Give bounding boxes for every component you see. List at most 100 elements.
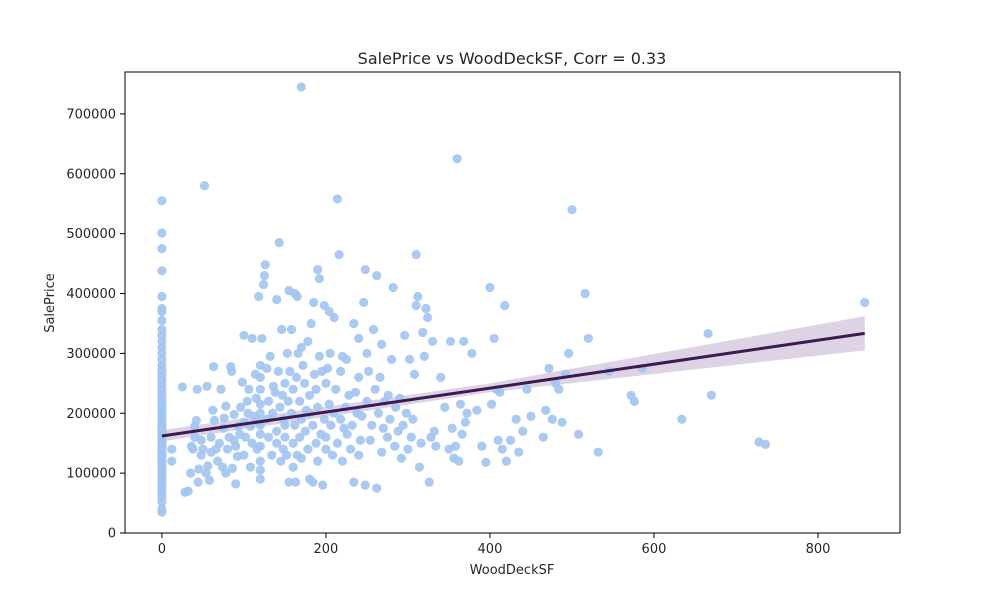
data-point: [270, 387, 280, 397]
data-point: [296, 453, 306, 463]
data-point: [454, 456, 464, 466]
data-point: [362, 396, 372, 406]
data-point: [321, 432, 331, 442]
data-point: [567, 205, 577, 215]
data-point: [198, 444, 208, 454]
data-point: [455, 399, 466, 409]
x-tick-label: 0: [158, 542, 166, 557]
data-point: [311, 438, 321, 448]
plot-frame: [124, 71, 901, 534]
data-point: [321, 378, 331, 388]
data-point: [593, 447, 603, 457]
data-point: [255, 399, 265, 409]
data-point: [255, 456, 265, 466]
data-point: [300, 378, 310, 388]
data-point: [332, 438, 343, 448]
data-point: [354, 450, 364, 460]
data-point: [416, 438, 426, 448]
data-point: [401, 408, 411, 418]
data-point: [337, 456, 347, 466]
data-points: [157, 82, 870, 517]
data-point: [199, 181, 210, 191]
data-point: [355, 435, 365, 445]
data-point: [272, 426, 282, 436]
data-point: [255, 474, 265, 484]
data-point: [237, 377, 247, 387]
data-point: [201, 468, 211, 478]
data-point: [497, 444, 507, 454]
data-point: [403, 444, 413, 454]
data-point: [462, 408, 472, 418]
data-point: [327, 450, 338, 460]
data-point: [157, 228, 167, 238]
data-point: [304, 390, 315, 400]
data-point: [411, 300, 421, 311]
data-point: [329, 312, 339, 323]
data-point: [303, 336, 313, 347]
data-point: [255, 384, 265, 394]
data-point: [359, 297, 369, 308]
data-point: [677, 414, 687, 424]
data-point: [447, 423, 457, 433]
data-point: [370, 384, 380, 394]
data-point: [281, 450, 292, 460]
data-point: [526, 411, 536, 421]
data-point: [267, 450, 277, 460]
data-point: [564, 348, 574, 358]
data-point: [240, 432, 251, 442]
data-point: [313, 456, 323, 466]
data-point: [341, 354, 352, 364]
data-point: [419, 351, 429, 361]
y-tick-label: 700000: [66, 107, 116, 122]
data-point: [485, 282, 495, 293]
data-point: [306, 318, 316, 329]
regression-line-layer: [161, 331, 865, 438]
data-point: [347, 420, 357, 430]
data-point: [157, 291, 167, 302]
data-point: [242, 396, 252, 406]
data-point: [255, 465, 265, 475]
data-point: [349, 318, 359, 329]
data-point: [500, 300, 510, 311]
data-point: [284, 477, 294, 487]
data-point: [331, 384, 341, 394]
data-point: [157, 324, 167, 335]
data-point: [326, 420, 336, 430]
data-point: [350, 387, 361, 397]
data-point: [431, 441, 441, 451]
data-point: [505, 435, 516, 445]
data-point: [411, 250, 421, 260]
data-point: [424, 477, 434, 487]
data-point: [436, 372, 446, 382]
data-point: [259, 270, 270, 281]
data-point: [421, 303, 431, 314]
data-point: [386, 354, 397, 364]
data-point: [282, 348, 292, 358]
data-point: [157, 315, 167, 326]
data-point: [629, 396, 639, 406]
data-point: [257, 333, 267, 344]
data-point: [255, 429, 265, 439]
data-point: [203, 461, 213, 471]
data-point: [227, 366, 237, 376]
data-point: [314, 351, 324, 361]
data-point: [345, 444, 356, 454]
data-point: [254, 291, 264, 302]
data-point: [283, 396, 293, 406]
data-point: [377, 447, 387, 457]
data-point: [541, 405, 551, 415]
data-point: [557, 417, 567, 427]
data-point: [157, 504, 167, 514]
data-point: [860, 297, 870, 308]
data-point: [193, 477, 203, 487]
data-point: [291, 372, 302, 382]
data-point: [186, 468, 196, 478]
y-axis-label: SalePrice: [43, 273, 58, 333]
data-point: [319, 414, 329, 424]
data-point: [372, 483, 382, 493]
data-point: [518, 426, 528, 436]
y-tick-label: 100000: [66, 467, 116, 482]
data-point: [277, 324, 287, 335]
data-point: [313, 402, 323, 412]
